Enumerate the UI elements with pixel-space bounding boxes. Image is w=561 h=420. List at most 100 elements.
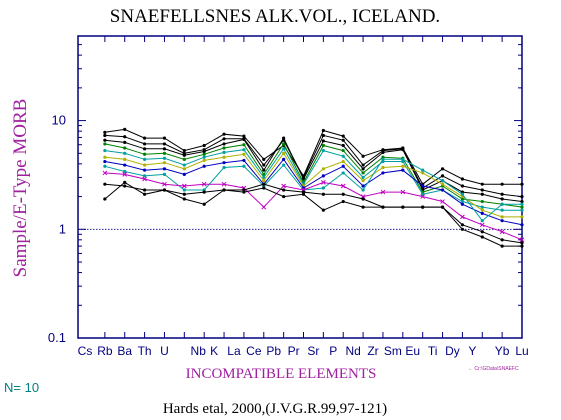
data-point [222,132,226,136]
x-tick-label: Cs [78,344,93,358]
series-2 [103,133,524,199]
data-point [242,190,246,194]
data-point [123,184,127,188]
data-point [361,197,365,201]
x-tick-label: Eu [405,344,420,358]
data-point [401,159,405,164]
data-point [182,163,186,167]
data-point [440,205,445,209]
data-point [182,192,186,196]
data-point [202,152,206,156]
data-point [282,157,286,161]
data-point [162,136,167,140]
data-point [421,205,425,209]
data-point [480,208,484,212]
data-point [123,157,127,161]
data-point [400,189,406,195]
data-point [321,139,325,143]
data-point [242,143,246,147]
data-point [401,168,405,172]
data-point [202,202,206,206]
data-point [162,181,167,187]
data-point [222,155,226,159]
data-point [142,174,147,178]
y-tick-label: 0.1 [48,330,66,345]
data-point [401,148,405,152]
data-point [381,157,385,161]
source-path-note: ← Cr:\GData\SNAEFC [468,366,519,372]
data-point [520,199,524,204]
data-point [103,159,107,164]
data-point [202,164,206,168]
data-point [361,205,365,209]
data-point [321,128,325,133]
data-point [182,153,186,157]
data-point [123,151,127,155]
data-point [460,197,465,201]
data-point [520,194,524,199]
data-point [520,241,524,245]
x-tick-label: Nd [345,344,360,358]
data-point [202,155,206,159]
data-point [123,169,127,174]
data-point [520,208,524,212]
reference-citation: Hards etal, 2000,(J.V.G.R.99,97-121) [163,401,387,417]
data-point [103,197,107,201]
data-point [123,140,127,145]
data-point [401,205,405,209]
data-point [480,235,484,239]
series-line [104,181,522,247]
data-point [519,237,525,243]
plot-frame [77,35,523,339]
data-point [480,188,484,192]
data-point [480,205,484,209]
data-point [321,208,325,212]
data-point [142,147,147,151]
series-line [104,134,523,198]
x-tick-label: P [329,344,337,358]
data-point [242,137,246,142]
chart-title: SNAEFELLSNES ALK.VOL., ICELAND. [110,6,440,27]
data-point [361,175,365,180]
data-point [500,192,504,196]
data-point [341,199,345,204]
data-point [262,186,266,190]
data-point [421,171,425,175]
data-point [142,192,147,196]
x-tick-label: Th [138,344,152,358]
data-point [321,167,325,171]
series-layer [102,127,525,248]
data-point [123,127,127,131]
data-point [282,136,286,140]
data-point [182,188,186,192]
x-tick-label: Ce [246,344,262,358]
series-10 [103,182,524,245]
data-point [222,165,226,170]
data-point [142,142,147,146]
data-point [221,181,227,187]
data-point [262,175,266,180]
data-point [162,151,167,155]
x-tick-label: Yb [495,344,510,358]
data-point [440,179,445,183]
x-tick-label: Pr [288,344,300,358]
data-point [321,148,325,153]
data-point [103,155,107,159]
data-point [102,170,108,176]
data-point [321,180,326,185]
data-point [162,147,167,151]
x-tick-label: Y [468,344,476,358]
data-point [361,154,365,158]
data-point [380,189,386,195]
data-point [381,171,385,175]
data-point [222,150,226,154]
data-point [261,204,267,210]
data-point [361,167,365,171]
data-point [103,130,107,134]
data-point [262,163,266,167]
data-point [162,156,167,160]
series-3 [103,136,524,204]
data-point [282,147,286,151]
data-point [341,154,345,158]
series-line [104,152,522,218]
